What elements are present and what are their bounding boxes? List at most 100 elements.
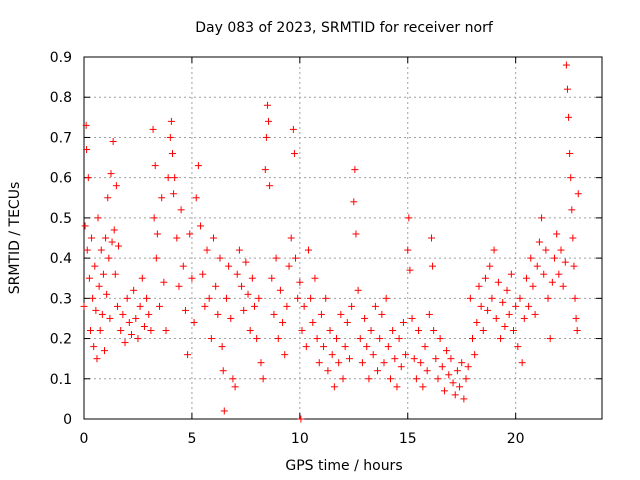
data-point (121, 339, 129, 347)
data-point (322, 294, 330, 302)
data-point (563, 85, 571, 93)
data-point (199, 270, 207, 278)
data-point (238, 282, 246, 290)
data-point (374, 367, 382, 375)
x-tick-label: 20 (507, 431, 525, 447)
data-point (296, 278, 304, 286)
data-point (371, 302, 379, 310)
data-point (242, 258, 250, 266)
data-point (173, 234, 181, 242)
data-point (93, 355, 101, 363)
data-point (263, 101, 271, 109)
data-point (404, 246, 412, 254)
data-point (402, 351, 410, 359)
data-point (535, 238, 543, 246)
data-point (149, 125, 157, 133)
data-point (113, 302, 121, 310)
data-point (557, 246, 565, 254)
data-point (99, 270, 107, 278)
data-point (408, 314, 416, 322)
y-tick-label: 0.4 (50, 251, 72, 267)
data-point (574, 190, 582, 198)
data-point (203, 246, 211, 254)
data-point (253, 335, 261, 343)
data-point (229, 375, 237, 383)
data-point (406, 266, 414, 274)
data-point (83, 146, 91, 154)
data-point (231, 383, 239, 391)
data-point (311, 274, 319, 282)
data-point (473, 318, 481, 326)
data-point (283, 302, 291, 310)
data-point (188, 274, 196, 282)
data-point (339, 375, 347, 383)
data-point (481, 274, 489, 282)
data-point (119, 310, 127, 318)
x-tick-label: 0 (80, 431, 89, 447)
data-point (94, 214, 102, 222)
data-point (276, 286, 284, 294)
data-point (358, 359, 366, 367)
data-point (248, 274, 256, 282)
y-tick-label: 0.6 (50, 171, 72, 187)
data-point (197, 222, 205, 230)
data-point (432, 355, 440, 363)
data-point (571, 294, 579, 302)
data-point (281, 351, 289, 359)
data-point (518, 359, 526, 367)
data-points (80, 61, 582, 423)
data-point (289, 125, 297, 133)
data-point (443, 347, 451, 355)
data-point (492, 314, 500, 322)
data-point (307, 294, 315, 302)
data-point (430, 327, 438, 335)
data-point (218, 343, 226, 351)
data-point (192, 194, 200, 202)
data-point (130, 286, 138, 294)
data-point (86, 327, 94, 335)
data-point (168, 150, 176, 158)
x-tick-label: 10 (291, 431, 309, 447)
data-point (503, 286, 511, 294)
y-tick-label: 0.2 (50, 332, 72, 348)
data-point (477, 302, 485, 310)
data-point (460, 395, 468, 403)
data-point (479, 327, 487, 335)
data-point (567, 174, 575, 182)
data-point (525, 302, 533, 310)
data-point (171, 174, 179, 182)
data-point (423, 367, 431, 375)
data-point (361, 314, 369, 322)
data-point (298, 327, 306, 335)
data-point (261, 166, 269, 174)
data-point (494, 278, 502, 286)
data-point (551, 254, 559, 262)
data-point (91, 262, 99, 270)
data-point (348, 302, 356, 310)
data-point (140, 322, 148, 330)
data-point (246, 327, 254, 335)
data-point (412, 375, 420, 383)
data-point (421, 343, 429, 351)
data-point (96, 327, 104, 335)
data-point (170, 190, 178, 198)
data-point (546, 335, 554, 343)
data-point (527, 254, 535, 262)
data-point (179, 262, 187, 270)
data-point (268, 274, 276, 282)
data-point (134, 335, 142, 343)
data-point (272, 254, 280, 262)
data-point (391, 355, 399, 363)
data-point (507, 270, 515, 278)
data-point (501, 322, 509, 330)
data-point (354, 286, 362, 294)
data-point (382, 294, 390, 302)
data-point (212, 282, 220, 290)
data-point (384, 343, 392, 351)
data-point (109, 137, 117, 145)
data-point (158, 194, 166, 202)
data-point (395, 335, 403, 343)
data-point (386, 375, 394, 383)
data-point (510, 327, 518, 335)
